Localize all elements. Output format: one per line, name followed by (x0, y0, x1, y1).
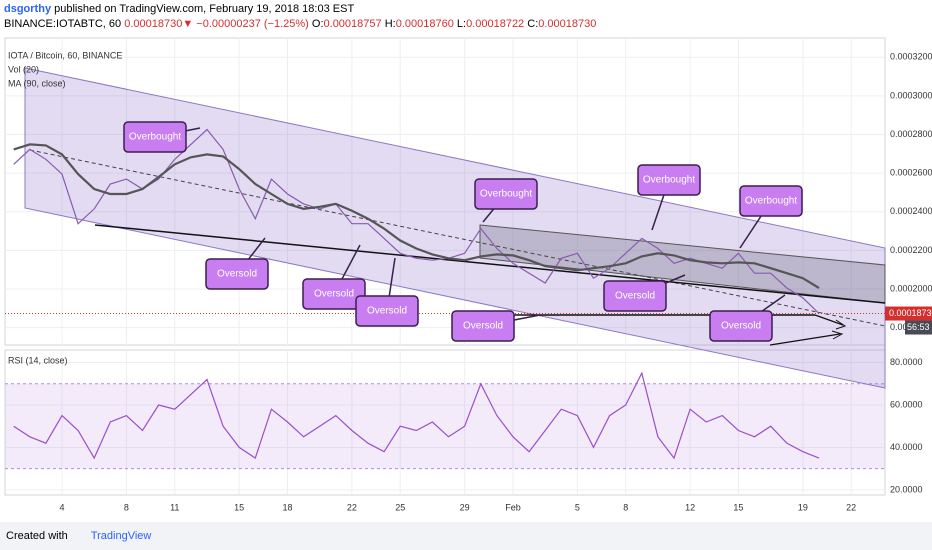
legend-title: IOTA / Bitcoin, 60, BINANCE (8, 50, 122, 60)
legend-ma: MA (90, close) (8, 78, 66, 88)
x-tick-label: 12 (685, 502, 695, 512)
rsi-panel (4, 349, 886, 496)
ticker-part: 0.00018722 (466, 18, 525, 30)
countdown: 56:53 (907, 322, 930, 332)
chart: Overbought Overbought Overbought Overbought… (4, 37, 932, 512)
y-tick-label: 0.00032000 (890, 52, 932, 62)
x-tick-label: 18 (282, 502, 292, 512)
x-tick-label: 11 (170, 502, 179, 512)
ticker-part: 0.00018730 (538, 18, 597, 30)
callout-text: Oversold (217, 269, 257, 280)
callout-text: Oversold (463, 321, 503, 332)
callout-box (355, 295, 419, 327)
callout-box (709, 310, 773, 342)
y-tick-label: 60.0000 (890, 399, 923, 409)
brand: TradingView (90, 530, 152, 542)
callout-text: Oversold (367, 306, 407, 317)
x-tick-label: 15 (733, 502, 743, 512)
publish-line: dsgorthy published on TradingView.com, F… (4, 2, 596, 17)
header: dsgorthy published on TradingView.com, F… (4, 2, 596, 32)
x-tick-label: 8 (623, 502, 628, 512)
callout-text: Overbought (129, 132, 181, 143)
plots (5, 128, 885, 460)
rsi-band (5, 383, 885, 469)
ticker-part: 0.00018760 (395, 18, 454, 30)
annotations: Overbought Overbought Overbought Overbought… (123, 121, 803, 342)
callout-box (123, 121, 187, 153)
rsi-band-group (5, 383, 885, 470)
callout-box (451, 310, 515, 342)
arrow (814, 314, 844, 326)
y-tick-label: 80.0000 (890, 357, 923, 367)
ticker-part: ▼ (182, 18, 194, 30)
callout-box (603, 280, 667, 312)
ticker-part: 0.00018757 (323, 18, 382, 30)
author: dsgorthy (4, 3, 52, 15)
rsi-title: RSI (14, close) (8, 355, 68, 365)
callout-text: Oversold (615, 291, 655, 302)
drawings (24, 67, 886, 389)
ticker-part: H: (381, 18, 396, 30)
channel (24, 67, 886, 389)
ticker-part: L: (453, 18, 467, 30)
series-line (13, 143, 820, 289)
callout-text: Overbought (745, 196, 797, 207)
footer: Created with TradingView (0, 522, 932, 550)
ticker-part: C: (524, 18, 539, 30)
y-tick-label: 20.0000 (890, 484, 923, 494)
price-tag-bg (885, 306, 932, 321)
callout-box (302, 278, 366, 310)
arrow (769, 333, 841, 346)
callout-text: Overbought (643, 175, 695, 186)
trend-dashed (29, 149, 886, 327)
x-tick-label: 19 (798, 502, 808, 512)
x-tick-label: 4 (60, 502, 65, 512)
support-line (94, 224, 886, 304)
callout-text: Oversold (314, 289, 354, 300)
ticker-line: BINANCE:IOTABTC, 60 0.00018730▼ −0.00000… (4, 17, 596, 32)
callout-box (637, 164, 701, 196)
arrow-head (831, 330, 844, 340)
callout-box (474, 178, 538, 210)
countdown-bg (905, 320, 932, 335)
arrow-head (835, 319, 847, 330)
ticker-part: O: (311, 18, 324, 30)
callout-text: Oversold (721, 321, 761, 332)
callout-text: Overbought (480, 189, 532, 200)
series-line (13, 371, 820, 460)
x-tick-label: 25 (395, 502, 405, 512)
callout-box (739, 185, 803, 217)
x-tick-label: 22 (347, 502, 357, 512)
price-tag: 0.00018730 (889, 308, 932, 318)
x-tick-label: Feb (505, 502, 521, 512)
ticker-part: 0.00018730 (124, 18, 183, 30)
price-panel (4, 37, 886, 346)
x-tick-label: 8 (124, 502, 129, 512)
ticker-part: BINANCE:IOTABTC, 60 (4, 18, 125, 30)
y-tick-label: 40.0000 (890, 442, 923, 452)
x-tick-label: 22 (846, 502, 856, 512)
x-tick-label: 5 (575, 502, 580, 512)
ticker-part: −0.00000237 (−1.25%) (193, 18, 312, 30)
x-tick-label: 15 (234, 502, 244, 512)
legend-volume: Vol (20) (8, 64, 39, 74)
created-with: Created with (6, 530, 68, 542)
callout-box (205, 258, 269, 290)
published: published on TradingView.com, February 1… (51, 3, 355, 15)
x-tick-label: 29 (460, 502, 470, 512)
